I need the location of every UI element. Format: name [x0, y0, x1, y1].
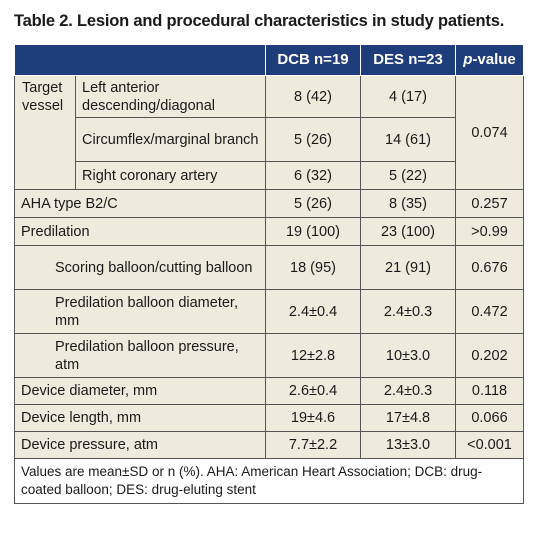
- table-row: Target vessel Left anterior descending/d…: [14, 75, 524, 190]
- des-value: 21 (91): [360, 245, 456, 290]
- header-row: DCB n=19 DES n=23 p-value: [14, 44, 524, 76]
- header-dcb: DCB n=19: [265, 44, 361, 76]
- row-label: Device pressure, atm: [14, 431, 266, 459]
- row-label: Device length, mm: [14, 404, 266, 432]
- table-row: Predilation balloon pressure, atm 12±2.8…: [14, 333, 524, 378]
- p-value: <0.001: [455, 431, 524, 459]
- des-value: 4 (17): [360, 75, 456, 118]
- header-pvalue: p-value: [455, 44, 524, 76]
- table-row: Scoring balloon/cutting balloon 18 (95) …: [14, 245, 524, 290]
- table-row: Predilation balloon diameter, mm 2.4±0.4…: [14, 289, 524, 334]
- des-value: 13±3.0: [360, 431, 456, 459]
- dcb-value: 2.4±0.4: [265, 289, 361, 334]
- header-value-suffix: -value: [472, 51, 516, 68]
- des-value: 23 (100): [360, 217, 456, 246]
- table-row: Predilation 19 (100) 23 (100) >0.99: [14, 217, 524, 246]
- table-row: Circumflex/marginal branch 5 (26) 14 (61…: [15, 117, 524, 162]
- row-label: Predilation: [14, 217, 266, 246]
- table-footnote: Values are mean±SD or n (%). AHA: Americ…: [14, 458, 524, 504]
- p-value: >0.99: [455, 217, 524, 246]
- row-label: Predilation balloon diameter, mm: [14, 289, 266, 334]
- row-label: Circumflex/marginal branch: [75, 117, 266, 162]
- dcb-value: 18 (95): [265, 245, 361, 290]
- row-label: Left anterior descending/diagonal: [75, 75, 266, 118]
- des-value: 2.4±0.3: [360, 377, 456, 405]
- table-row: AHA type B2/C 5 (26) 8 (35) 0.257: [14, 189, 524, 218]
- table-row: Device diameter, mm 2.6±0.4 2.4±0.3 0.11…: [14, 377, 524, 405]
- row-label: AHA type B2/C: [14, 189, 266, 218]
- header-p: p: [463, 51, 473, 68]
- p-value: 0.676: [455, 245, 524, 290]
- dcb-value: 2.6±0.4: [265, 377, 361, 405]
- dcb-value: 6 (32): [265, 161, 361, 190]
- row-label: Right coronary artery: [75, 161, 266, 190]
- des-value: 5 (22): [360, 161, 456, 190]
- header-blank: [14, 44, 266, 76]
- table-row: Right coronary artery 6 (32) 5 (22): [15, 161, 524, 190]
- target-vessel-label: Target vessel: [14, 75, 76, 190]
- des-value: 17±4.8: [360, 404, 456, 432]
- table-row: Device pressure, atm 7.7±2.2 13±3.0 <0.0…: [14, 431, 524, 459]
- dcb-value: 12±2.8: [265, 333, 361, 378]
- footnote-row: Values are mean±SD or n (%). AHA: Americ…: [14, 458, 524, 504]
- target-vessel-pvalue: 0.074: [455, 75, 524, 190]
- p-value: 0.472: [455, 289, 524, 334]
- des-value: 10±3.0: [360, 333, 456, 378]
- dcb-value: 8 (42): [265, 75, 361, 118]
- row-label: Scoring balloon/cutting balloon: [14, 245, 266, 290]
- des-value: 8 (35): [360, 189, 456, 218]
- characteristics-table: DCB n=19 DES n=23 p-value Target vessel …: [14, 44, 524, 504]
- p-value: 0.202: [455, 333, 524, 378]
- dcb-value: 5 (26): [265, 189, 361, 218]
- header-des: DES n=23: [360, 44, 456, 76]
- dcb-value: 7.7±2.2: [265, 431, 361, 459]
- table-title: Table 2. Lesion and procedural character…: [14, 12, 505, 30]
- des-value: 2.4±0.3: [360, 289, 456, 334]
- dcb-value: 19 (100): [265, 217, 361, 246]
- row-label: Predilation balloon pressure, atm: [14, 333, 266, 378]
- dcb-value: 19±4.6: [265, 404, 361, 432]
- p-value: 0.066: [455, 404, 524, 432]
- des-value: 14 (61): [360, 117, 456, 162]
- dcb-value: 5 (26): [265, 117, 361, 162]
- row-label: Device diameter, mm: [14, 377, 266, 405]
- p-value: 0.257: [455, 189, 524, 218]
- table-row: Device length, mm 19±4.6 17±4.8 0.066: [14, 404, 524, 432]
- p-value: 0.118: [455, 377, 524, 405]
